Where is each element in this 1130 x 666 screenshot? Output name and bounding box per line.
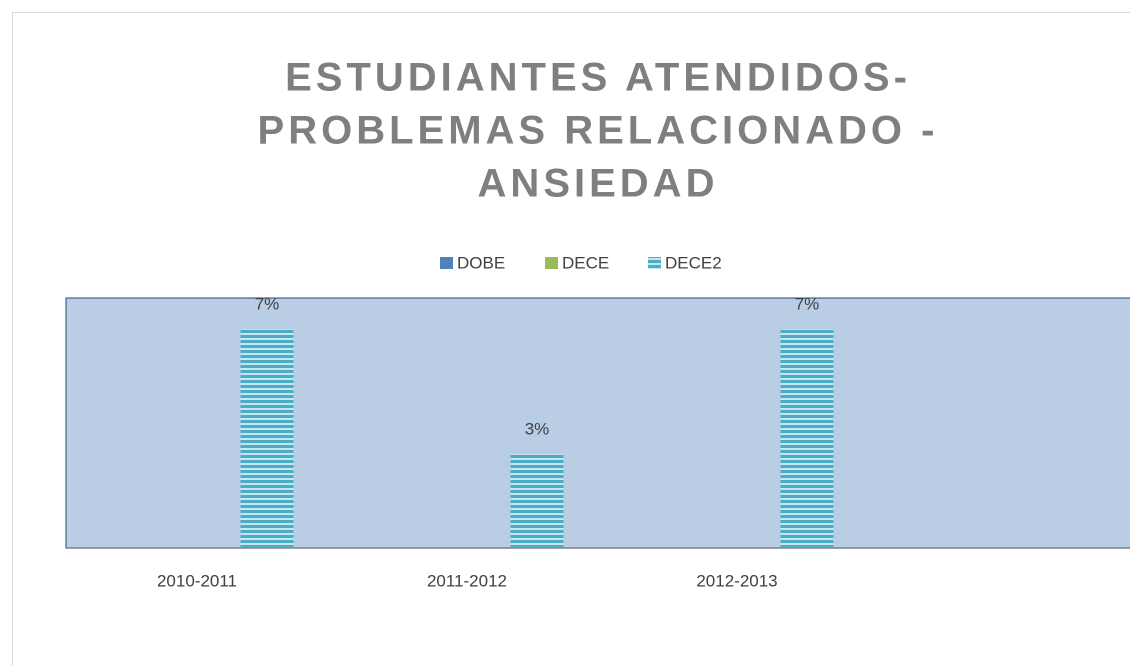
- bar: [780, 329, 834, 548]
- legend-swatch: [545, 257, 558, 269]
- data-label: 3%: [525, 420, 550, 439]
- x-tick-label: 2010-2011: [157, 571, 237, 590]
- data-label: 7%: [795, 295, 820, 314]
- legend-label: DECE2: [665, 253, 722, 272]
- legend-swatch: [440, 257, 453, 269]
- plot-area: [65, 297, 1130, 549]
- data-label: 7%: [255, 295, 280, 314]
- bar: [240, 329, 294, 548]
- bar: [510, 454, 564, 548]
- title-line: ESTUDIANTES ATENDIDOS-: [285, 56, 911, 100]
- chart-title: ESTUDIANTES ATENDIDOS- PROBLEMAS RELACION…: [258, 56, 939, 206]
- title-line: PROBLEMAS RELACIONADO -: [258, 109, 939, 153]
- x-tick-label: 2012-2013: [696, 571, 777, 590]
- x-tick-label: 2011-2012: [427, 571, 507, 590]
- title-line: ANSIEDAD: [478, 162, 719, 206]
- legend-swatch: [648, 257, 661, 269]
- legend-label: DOBE: [457, 253, 505, 272]
- legend-label: DECE: [562, 253, 609, 272]
